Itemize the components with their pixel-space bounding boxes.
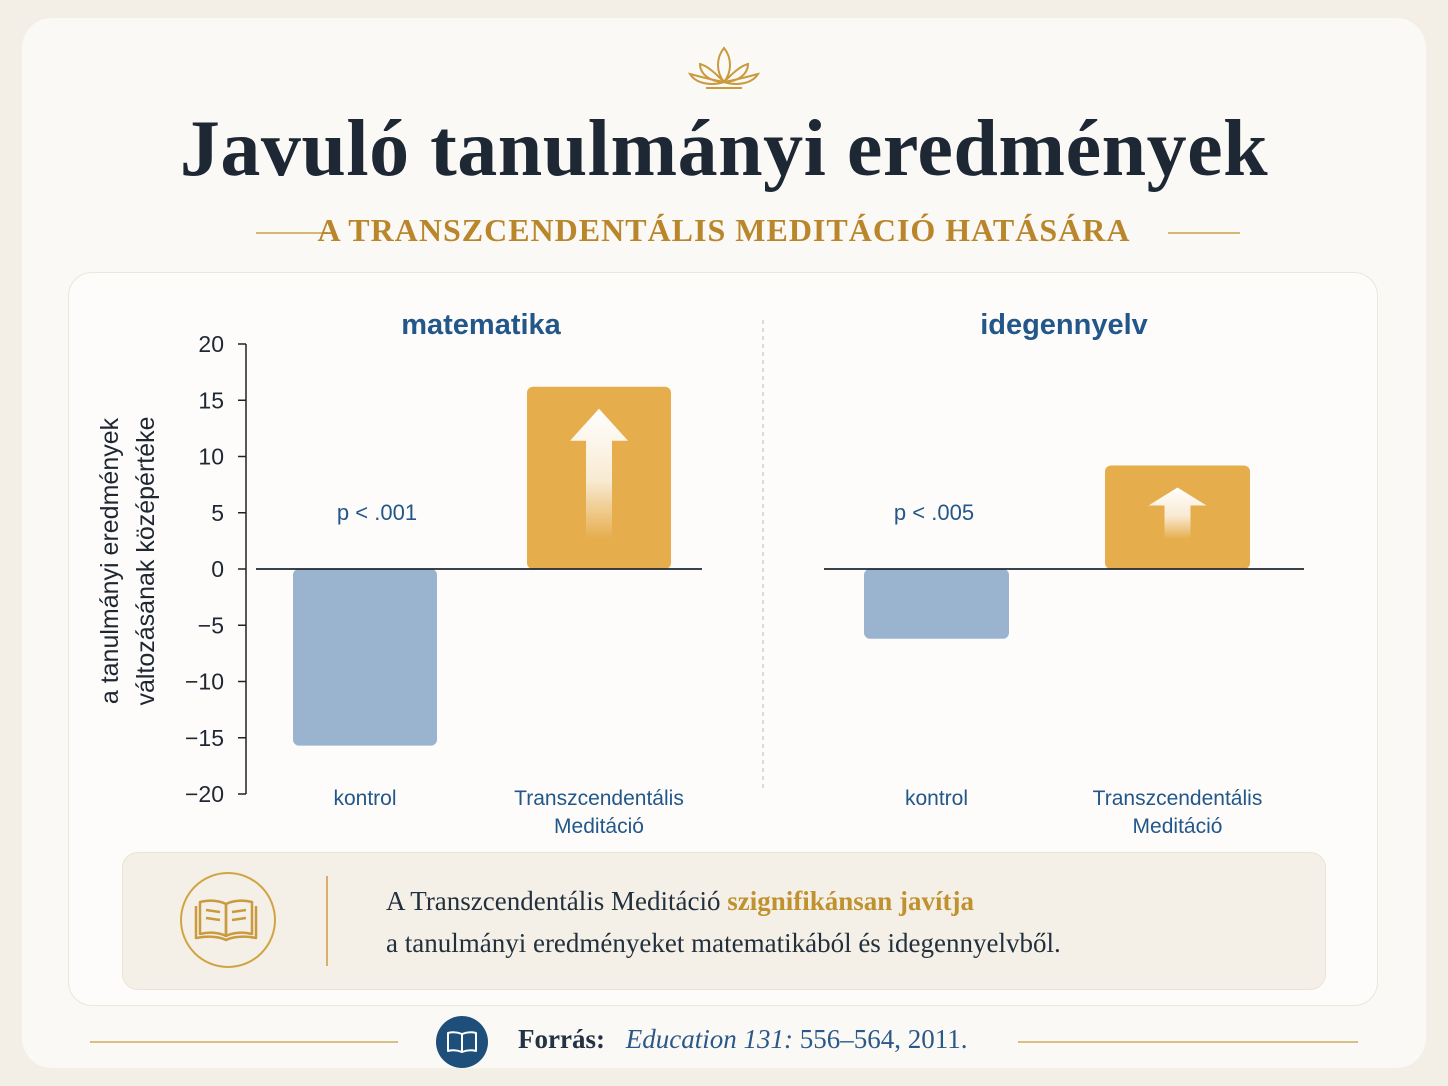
- page-subtitle: A TRANSZCENDENTÁLIS MEDITÁCIÓ HATÁSÁRA: [317, 212, 1131, 248]
- summary-text: A Transzcendentális Meditáció szignifiká…: [386, 880, 1286, 964]
- subtitle-rule-right: [1168, 232, 1240, 234]
- category-label: Meditáció: [1133, 815, 1223, 838]
- category-label: Transzcendentális: [1093, 787, 1263, 810]
- summary-line2: a tanulmányi eredményeket matematikából …: [386, 928, 1061, 958]
- subtitle-rule-left: [256, 232, 328, 234]
- category-label: kontrol: [333, 787, 396, 810]
- y-tick-label: 20: [198, 331, 224, 357]
- summary-highlight: szignifikánsan javítja: [727, 886, 974, 916]
- source-journal: Education 131: 556–564, 2011.: [625, 1024, 968, 1054]
- source-citation: Forrás: Education 131: 556–564, 2011.: [518, 1024, 967, 1055]
- y-tick-label: −5: [198, 612, 224, 638]
- source-icon: [436, 1016, 488, 1068]
- p-value-label: p < .005: [894, 500, 974, 525]
- book-icon: [447, 1031, 477, 1053]
- y-axis-label: a tanulmányi eredmények: [96, 417, 124, 704]
- y-tick-label: 15: [198, 387, 224, 413]
- source-label: Forrás:: [518, 1024, 605, 1054]
- category-label: Transzcendentális: [514, 787, 684, 810]
- summary-prefix: A Transzcendentális Meditáció: [386, 886, 721, 916]
- book-circle: [180, 872, 276, 968]
- y-tick-label: −20: [185, 781, 224, 807]
- bar: [293, 569, 437, 746]
- y-tick-label: −10: [185, 669, 224, 695]
- summary-divider: [326, 876, 328, 966]
- footer-rule-right: [1018, 1041, 1358, 1043]
- up-arrow-icon: [1148, 487, 1207, 539]
- up-arrow-icon: [570, 408, 628, 539]
- category-label: kontrol: [905, 787, 968, 810]
- y-tick-label: 0: [211, 556, 224, 582]
- y-tick-label: 10: [198, 444, 224, 470]
- y-axis-label: változásának középértéke: [132, 416, 160, 705]
- footer-rule-left: [90, 1041, 398, 1043]
- y-tick-label: −15: [185, 725, 224, 751]
- y-tick-label: 5: [211, 500, 224, 526]
- summary-box: [122, 852, 1326, 990]
- lotus-icon: [687, 46, 761, 89]
- category-label: Meditáció: [554, 815, 644, 838]
- p-value-label: p < .001: [337, 500, 417, 525]
- page-title: Javuló tanulmányi eredmények: [179, 105, 1269, 193]
- panel-title: idegennyelv: [980, 309, 1148, 341]
- panel-title: matematika: [401, 309, 561, 341]
- bar: [864, 569, 1009, 639]
- book-icon: [194, 899, 258, 942]
